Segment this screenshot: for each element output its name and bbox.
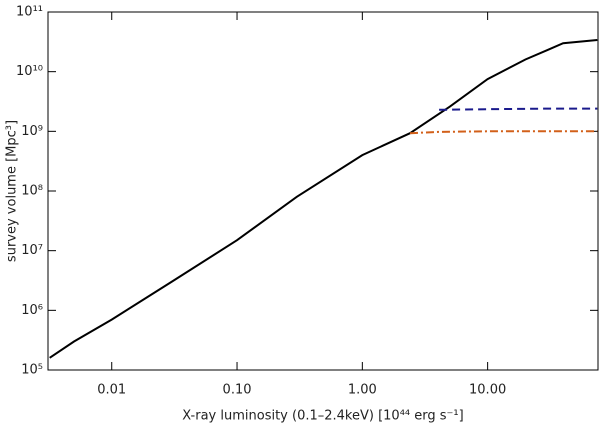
- y-axis-label: survey volume [Mpc³]: [5, 120, 20, 262]
- x-tick-label: 0.10: [223, 383, 252, 398]
- y-tick-label: 10⁶: [21, 303, 43, 318]
- y-tick-label: 10⁹: [21, 124, 43, 139]
- y-tick-label: 10⁷: [21, 243, 43, 258]
- x-axis-label: X-ray luminosity (0.1–2.4keV) [10⁴⁴ erg …: [182, 409, 463, 424]
- data-line: [409, 130, 598, 135]
- data-line: [49, 39, 598, 359]
- x-tick-label: 1.00: [348, 383, 377, 398]
- y-tick-label: 10¹⁰: [16, 64, 43, 79]
- y-tick-label: 10⁸: [21, 184, 43, 199]
- data-line: [439, 107, 598, 111]
- x-tick-label: 10.00: [469, 383, 506, 398]
- x-tick-label: 0.01: [97, 383, 126, 398]
- y-tick-label: 10⁵: [21, 363, 43, 378]
- y-tick-label: 10¹¹: [16, 5, 43, 20]
